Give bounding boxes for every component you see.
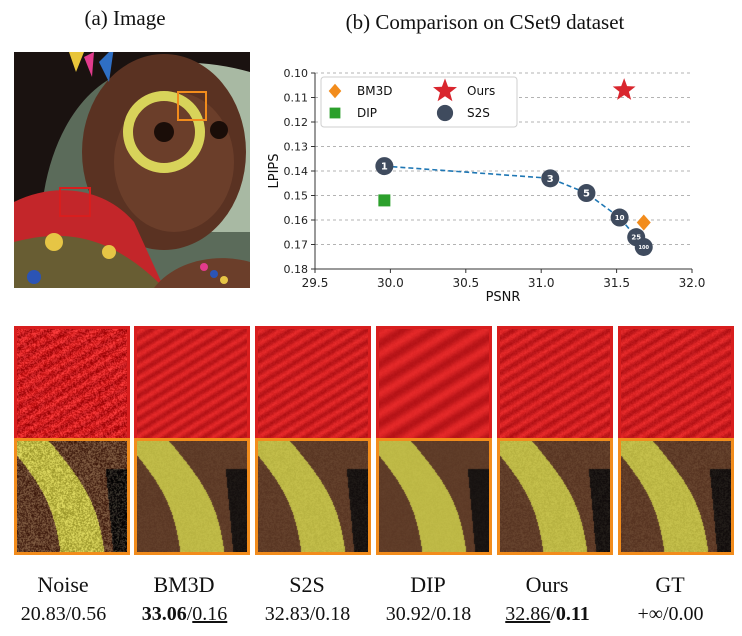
- legend-bm3d-label: BM3D: [357, 84, 392, 98]
- y-tick-label: 0.11: [284, 92, 309, 105]
- legend-s2s-label: S2S: [467, 106, 490, 120]
- crop-red-s2s: [255, 326, 371, 443]
- s2s-point: [577, 184, 596, 203]
- psnr-value: 20.83: [20, 603, 66, 625]
- y-axis-label: LPIPS: [267, 153, 282, 188]
- y-tick-label: 0.12: [284, 116, 309, 129]
- s2s-point-label: 10: [615, 214, 625, 222]
- s2s-point-label: 100: [639, 245, 650, 251]
- lpips-value: 0.18: [315, 603, 351, 625]
- legend-ours-marker: [433, 78, 457, 102]
- psnr-value: 30.92: [385, 603, 431, 625]
- chart-svg: 0.10 0.11 0.12 0.13 0.14 0.15 0.16 0.17 0.18 29.…: [267, 67, 706, 305]
- method-name-noise: Noise: [37, 572, 89, 597]
- psnr-value: 32.86: [505, 603, 551, 625]
- method-name-gt: GT: [655, 572, 685, 597]
- y-tick-label: 0.17: [284, 239, 309, 252]
- method-name-ours: Ours: [525, 572, 569, 597]
- crop-red-ours: [497, 326, 613, 443]
- chart-legend: BM3D Ours DIP S2S: [320, 76, 518, 128]
- panel-b-title: (b) Comparison on CSet9 dataset: [345, 10, 625, 34]
- score-separator: /: [186, 603, 193, 625]
- x-axis-ticks: 29.5 30.0 30.5 31.0 31.5 32.0: [302, 269, 706, 290]
- s2s-point-label: 1: [381, 162, 388, 173]
- s2s-point: [610, 208, 629, 227]
- lpips-value: 0.11: [555, 603, 590, 625]
- lpips-value: 0.00: [668, 603, 704, 625]
- comparison-chart: 0.10 0.11 0.12 0.13 0.14 0.15 0.16 0.17 0.18 29.…: [255, 55, 725, 325]
- s2s-point-label: 3: [547, 174, 554, 185]
- s2s-point: [375, 157, 394, 176]
- s2s-trend-line: [384, 165, 645, 248]
- zoom-box-orange: [177, 91, 207, 121]
- crop-orange-noise: [14, 438, 130, 555]
- y-tick-label: 0.14: [284, 165, 309, 178]
- chart-series: 1 3 5 10 25 100: [375, 78, 653, 256]
- method-score-gt: +∞/0.00: [610, 603, 731, 626]
- legend-ours-label: Ours: [467, 84, 495, 98]
- x-tick-label: 30.0: [377, 276, 404, 290]
- x-tick-label: 32.0: [679, 276, 706, 290]
- legend-dip-marker: [329, 107, 341, 119]
- y-tick-label: 0.15: [284, 190, 309, 203]
- legend-s2s-marker: [436, 104, 454, 122]
- method-score-s2s: 32.83/0.18: [247, 603, 368, 626]
- s2s-point-label: 25: [631, 234, 641, 242]
- s2s-point: [541, 169, 560, 188]
- method-score-dip: 30.92/0.18: [368, 603, 489, 626]
- bm3d-point: [636, 214, 651, 231]
- crop-orange-s2s: [255, 438, 371, 555]
- source-image-drawing: [14, 52, 250, 288]
- source-image: [14, 52, 250, 288]
- crop-orange-gt: [618, 438, 734, 555]
- y-tick-label: 0.18: [284, 263, 309, 276]
- dip-point: [378, 194, 391, 207]
- method-score-bm3d: 33.06/0.16: [124, 603, 245, 626]
- legend-dip-label: DIP: [357, 106, 377, 120]
- x-tick-label: 29.5: [302, 276, 329, 290]
- legend-frame: [320, 76, 518, 128]
- crop-red-noise: [14, 326, 130, 443]
- panel-a-title: (a) Image: [84, 6, 166, 30]
- x-tick-label: 31.5: [603, 276, 630, 290]
- crop-orange-bm3d: [134, 438, 250, 555]
- method-name-s2s: S2S: [289, 572, 325, 597]
- s2s-point-label: 5: [583, 189, 590, 200]
- crop-red-gt: [618, 326, 734, 443]
- y-tick-label: 0.16: [284, 214, 309, 227]
- crop-red-dip: [376, 326, 492, 443]
- x-tick-label: 31.0: [528, 276, 555, 290]
- ours-point: [612, 78, 636, 100]
- legend-bm3d-marker: [328, 83, 342, 99]
- crop-red-bm3d: [134, 326, 250, 443]
- score-separator: /: [65, 603, 72, 625]
- psnr-value: 32.83: [264, 603, 310, 625]
- y-tick-label: 0.13: [284, 141, 309, 154]
- crop-orange-dip: [376, 438, 492, 555]
- psnr-value: +∞: [637, 603, 663, 625]
- score-separator: /: [550, 603, 556, 625]
- s2s-point: [634, 237, 653, 256]
- score-separator: /: [662, 603, 669, 625]
- method-name-bm3d: BM3D: [153, 572, 215, 597]
- y-axis-ticks: 0.10 0.11 0.12 0.13 0.14 0.15 0.16 0.17 0.18: [284, 67, 315, 276]
- lpips-value: 0.16: [192, 603, 228, 625]
- y-tick-label: 0.10: [284, 67, 309, 80]
- score-separator: /: [309, 603, 316, 625]
- x-tick-label: 30.5: [452, 276, 479, 290]
- method-name-dip: DIP: [410, 572, 446, 597]
- method-score-noise: 20.83/0.56: [3, 603, 124, 626]
- psnr-value: 33.06: [141, 603, 187, 625]
- score-separator: /: [430, 603, 437, 625]
- lpips-value: 0.18: [436, 603, 472, 625]
- zoom-box-red: [59, 187, 91, 217]
- lpips-value: 0.56: [71, 603, 107, 625]
- method-score-ours: 32.86/0.11: [487, 603, 608, 626]
- x-axis-label: PSNR: [486, 290, 521, 305]
- crop-orange-ours: [497, 438, 613, 555]
